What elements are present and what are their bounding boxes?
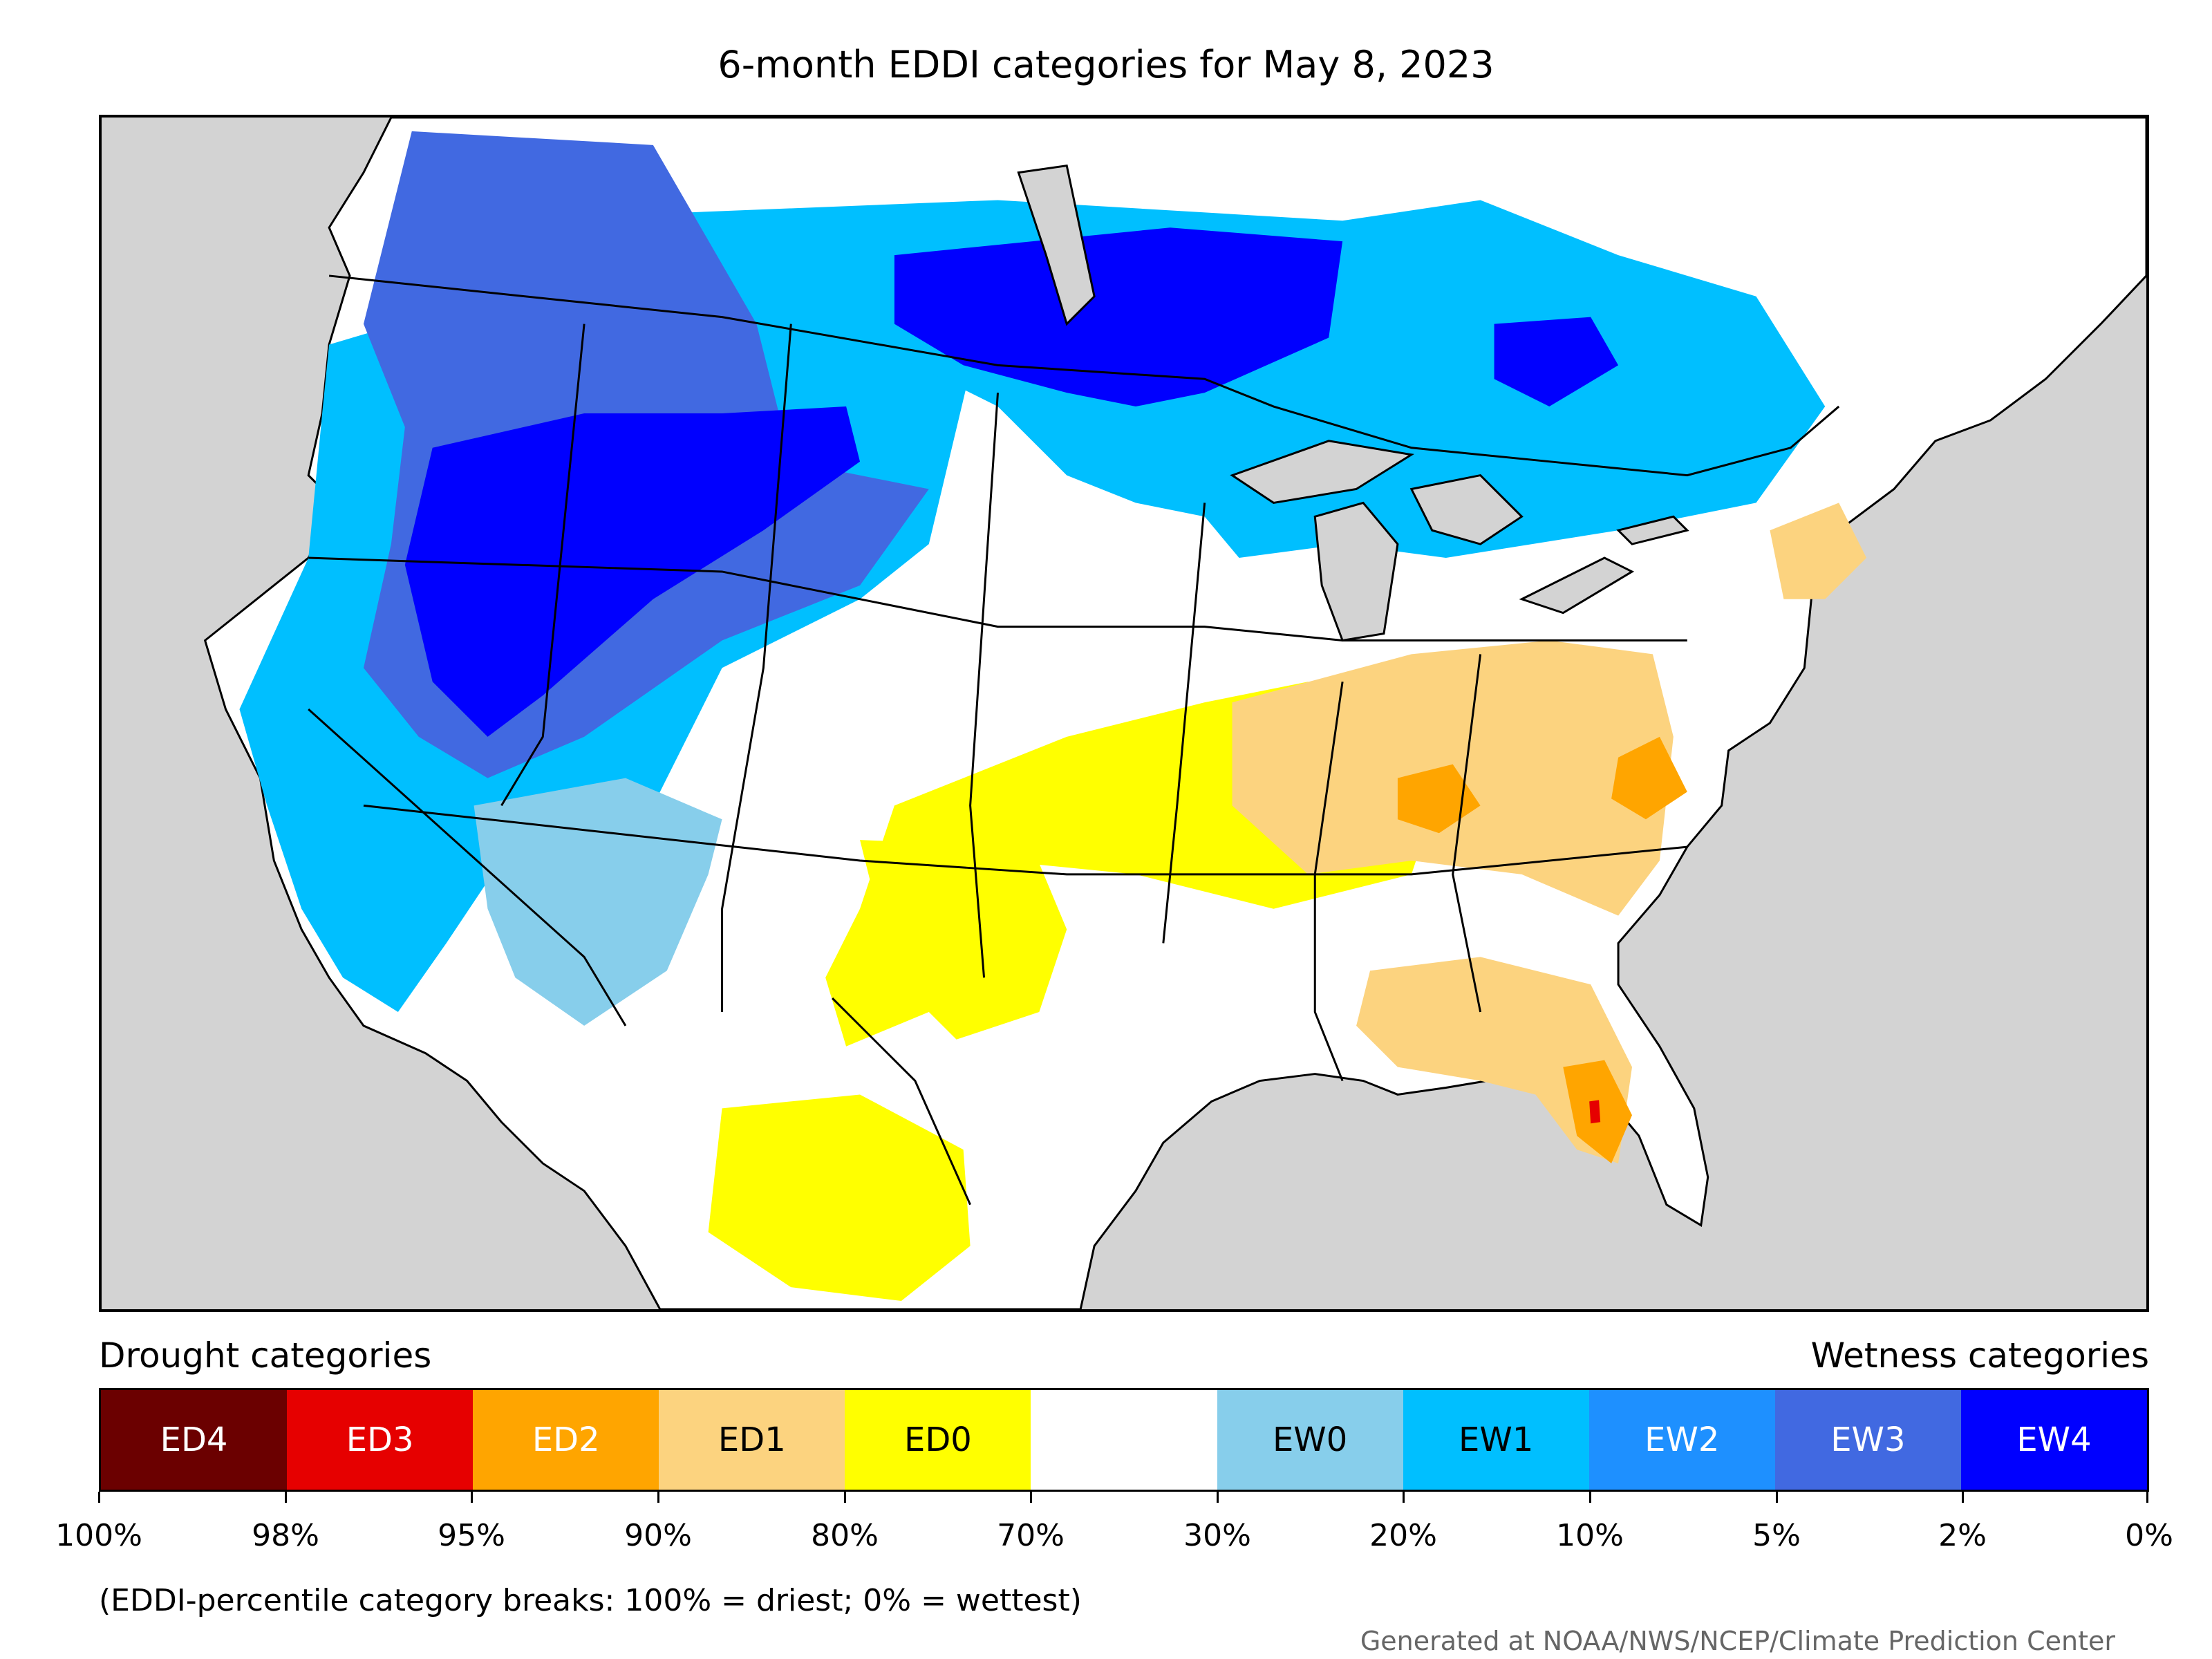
break-label: 80% <box>811 1518 879 1553</box>
colorbar-cell-ew1: EW1 <box>1403 1390 1589 1490</box>
break-tick <box>1030 1492 1032 1503</box>
break-label: 5% <box>1752 1518 1801 1553</box>
break-label: 100% <box>55 1518 142 1553</box>
break-label: 95% <box>438 1518 505 1553</box>
us-canada-border <box>328 274 1840 477</box>
page-title: 6-month EDDI categories for May 8, 2023 <box>718 43 1494 86</box>
region-ew0-southwest <box>474 778 722 1026</box>
eddi-map <box>203 118 2146 1309</box>
break-label: 10% <box>1556 1518 1624 1553</box>
colorbar-cell-normal <box>1031 1390 1217 1490</box>
category-break-ticks: 100% 98% 95% 90% 80% 70% 30% 20% 10% 5% 2% 0% <box>55 1492 2173 1553</box>
region-ed0-southern-plains <box>860 840 1067 1040</box>
break-tick <box>1589 1492 1591 1503</box>
break-tick <box>471 1492 473 1503</box>
break-label: 98% <box>252 1518 319 1553</box>
state-boundaries <box>308 324 1687 1206</box>
region-ed2-virginia <box>1611 736 1687 820</box>
break-tick <box>98 1492 100 1503</box>
break-tick <box>2146 1492 2148 1503</box>
break-tick <box>844 1492 846 1503</box>
category-colorbar: ED4 ED3 ED2 ED1 ED0 EW0 EW1 EW2 EW3 EW4 <box>99 1388 2149 1492</box>
break-tick <box>1403 1492 1405 1503</box>
drought-categories-header: Drought categories <box>99 1335 432 1376</box>
colorbar-cell-ew0: EW0 <box>1217 1390 1403 1490</box>
break-label: 2% <box>1938 1518 1987 1553</box>
break-label: 0% <box>2125 1518 2173 1553</box>
footnote: (EDDI-percentile category breaks: 100% =… <box>99 1583 1082 1618</box>
break-label: 90% <box>624 1518 692 1553</box>
break-tick <box>1776 1492 1778 1503</box>
credit-line: Generated at NOAA/NWS/NCEP/Climate Predi… <box>1360 1626 2115 1656</box>
colorbar-cell-ed3: ED3 <box>287 1390 474 1490</box>
region-ew4-rockies <box>404 406 861 737</box>
colorbar-cell-ew4: EW4 <box>1960 1390 2148 1490</box>
wetness-categories-header: Wetness categories <box>1810 1335 2149 1376</box>
break-tick <box>1962 1492 1964 1503</box>
region-ed1-southeast <box>1356 957 1633 1163</box>
colorbar-cell-ed1: ED1 <box>659 1390 845 1490</box>
great-lakes <box>1230 440 1689 642</box>
region-ew4-north-plains <box>894 227 1343 407</box>
colorbar-cell-ew2: EW2 <box>1588 1390 1775 1490</box>
break-label: 30% <box>1183 1518 1251 1553</box>
region-ed3-florida <box>1589 1100 1601 1124</box>
break-tick <box>285 1492 287 1503</box>
hudson-inlet <box>1017 165 1096 326</box>
break-label: 20% <box>1369 1518 1437 1553</box>
break-tick <box>657 1492 659 1503</box>
colorbar-cell-ed4: ED4 <box>101 1390 288 1490</box>
region-ew4-quebec <box>1494 317 1619 407</box>
break-tick <box>1217 1492 1219 1503</box>
region-ed0-texas <box>708 1094 971 1302</box>
map-frame <box>99 115 2149 1312</box>
break-label: 70% <box>997 1518 1065 1553</box>
colorbar-cell-ed2: ED2 <box>473 1390 659 1490</box>
region-ed1-northeast <box>1770 503 1867 599</box>
colorbar-cell-ed0: ED0 <box>845 1390 1031 1490</box>
colorbar-cell-ew3: EW3 <box>1774 1390 1961 1490</box>
